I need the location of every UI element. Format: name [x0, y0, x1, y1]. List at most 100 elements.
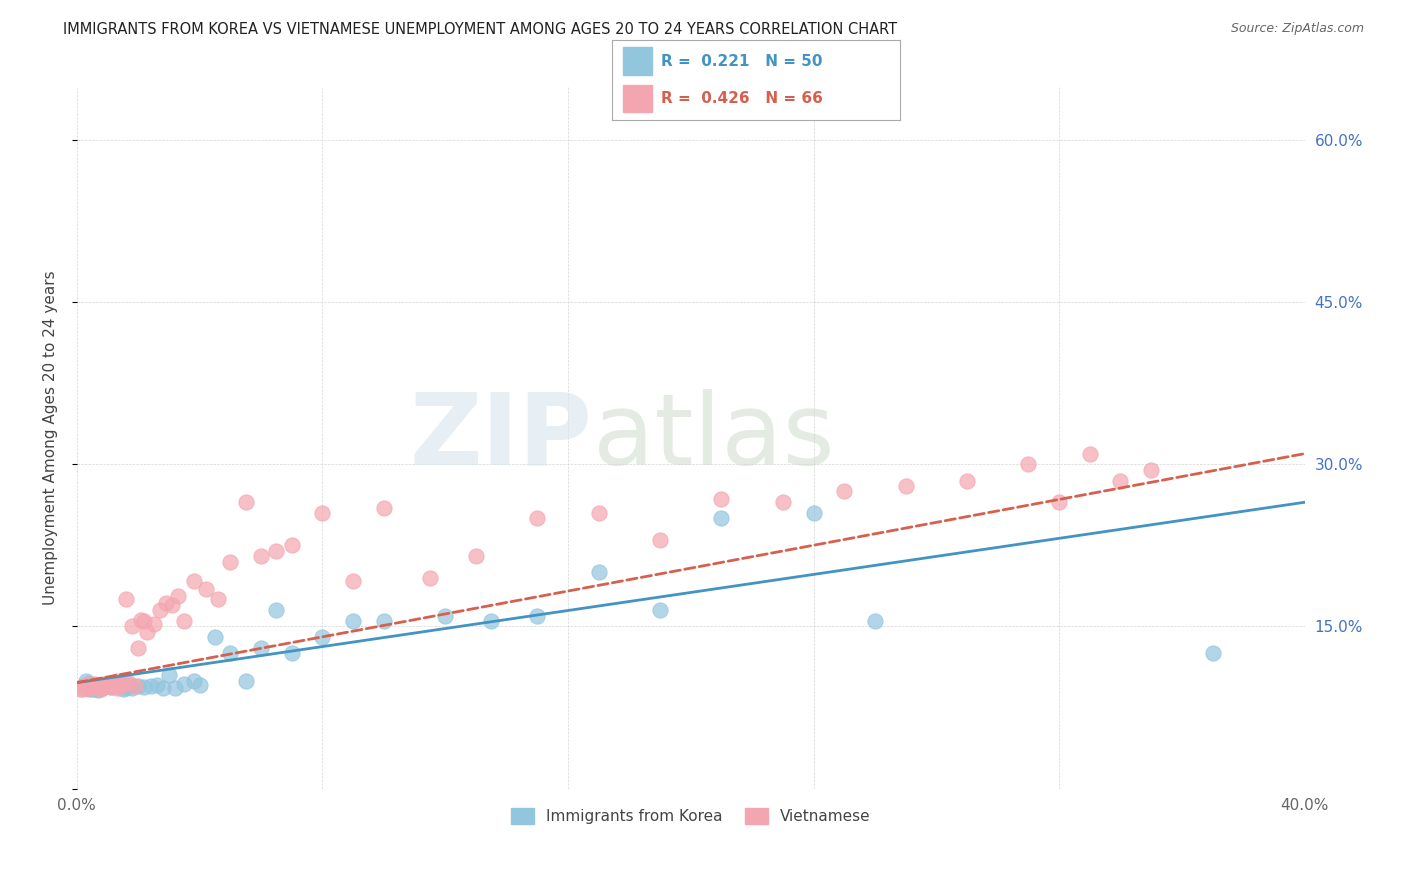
Point	[84, 680, 107, 694]
Point	[1017, 458, 1039, 472]
Point	[526, 511, 548, 525]
Point	[772, 495, 794, 509]
Point	[235, 495, 257, 509]
Point	[588, 506, 610, 520]
Point	[100, 680, 122, 694]
Point	[105, 673, 128, 688]
Point	[87, 680, 110, 694]
Point	[832, 484, 855, 499]
Point	[280, 647, 302, 661]
Point	[710, 511, 733, 525]
Point	[90, 679, 112, 693]
Point	[173, 614, 195, 628]
Point	[136, 624, 159, 639]
Point	[103, 678, 125, 692]
Point	[127, 641, 149, 656]
Point	[77, 682, 100, 697]
Point	[72, 682, 94, 697]
Bar	[623, 47, 652, 75]
Point	[90, 682, 112, 697]
Point	[1201, 647, 1223, 661]
Point	[803, 506, 825, 520]
Text: R =  0.426   N = 66: R = 0.426 N = 66	[661, 91, 823, 106]
Point	[145, 678, 167, 692]
Point	[115, 592, 138, 607]
Point	[111, 682, 134, 697]
Point	[863, 614, 886, 628]
Point	[87, 683, 110, 698]
Point	[235, 673, 257, 688]
Point	[479, 614, 502, 628]
Text: IMMIGRANTS FROM KOREA VS VIETNAMESE UNEMPLOYMENT AMONG AGES 20 TO 24 YEARS CORRE: IMMIGRANTS FROM KOREA VS VIETNAMESE UNEM…	[63, 22, 897, 37]
Text: Source: ZipAtlas.com: Source: ZipAtlas.com	[1230, 22, 1364, 36]
Point	[280, 539, 302, 553]
Point	[108, 675, 131, 690]
Point	[464, 549, 486, 564]
Point	[526, 608, 548, 623]
Point	[93, 679, 115, 693]
Point	[82, 682, 104, 697]
Point	[131, 613, 153, 627]
Point	[93, 680, 115, 694]
Point	[124, 679, 146, 693]
Point	[219, 555, 242, 569]
Point	[155, 596, 177, 610]
Point	[115, 681, 138, 695]
Point	[373, 500, 395, 515]
Point	[167, 589, 190, 603]
Point	[183, 574, 205, 588]
Point	[72, 679, 94, 693]
Point	[342, 614, 364, 628]
Point	[100, 675, 122, 690]
Point	[82, 678, 104, 692]
Text: atlas: atlas	[592, 389, 834, 486]
Point	[77, 677, 100, 691]
Point	[90, 681, 112, 695]
Point	[87, 679, 110, 693]
Point	[188, 678, 211, 692]
Point	[149, 603, 172, 617]
Point	[204, 630, 226, 644]
Point	[93, 677, 115, 691]
Point	[105, 679, 128, 693]
Point	[75, 673, 97, 688]
Point	[194, 582, 217, 596]
Point	[97, 678, 120, 692]
Point	[87, 681, 110, 695]
Point	[1109, 474, 1132, 488]
Point	[103, 678, 125, 692]
Point	[311, 506, 333, 520]
Legend: Immigrants from Korea, Vietnamese: Immigrants from Korea, Vietnamese	[502, 799, 880, 833]
Point	[219, 647, 242, 661]
Point	[121, 681, 143, 695]
Point	[434, 608, 457, 623]
Point	[648, 533, 671, 547]
Point	[710, 491, 733, 506]
Point	[75, 679, 97, 693]
Point	[1140, 463, 1163, 477]
Point	[69, 682, 91, 697]
Point	[82, 680, 104, 694]
Text: ZIP: ZIP	[409, 389, 592, 486]
Point	[165, 681, 187, 695]
Y-axis label: Unemployment Among Ages 20 to 24 years: Unemployment Among Ages 20 to 24 years	[44, 270, 58, 605]
Point	[97, 679, 120, 693]
Point	[956, 474, 979, 488]
Point	[894, 479, 917, 493]
Point	[207, 592, 229, 607]
Point	[311, 630, 333, 644]
Point	[111, 677, 134, 691]
Point	[97, 679, 120, 693]
Point	[100, 680, 122, 694]
Point	[1078, 447, 1101, 461]
Point	[419, 571, 441, 585]
Point	[648, 603, 671, 617]
Point	[157, 668, 180, 682]
Point	[250, 549, 273, 564]
Point	[77, 681, 100, 695]
Point	[173, 677, 195, 691]
Point	[118, 678, 141, 692]
Point	[105, 681, 128, 695]
Point	[342, 574, 364, 588]
Point	[127, 679, 149, 693]
